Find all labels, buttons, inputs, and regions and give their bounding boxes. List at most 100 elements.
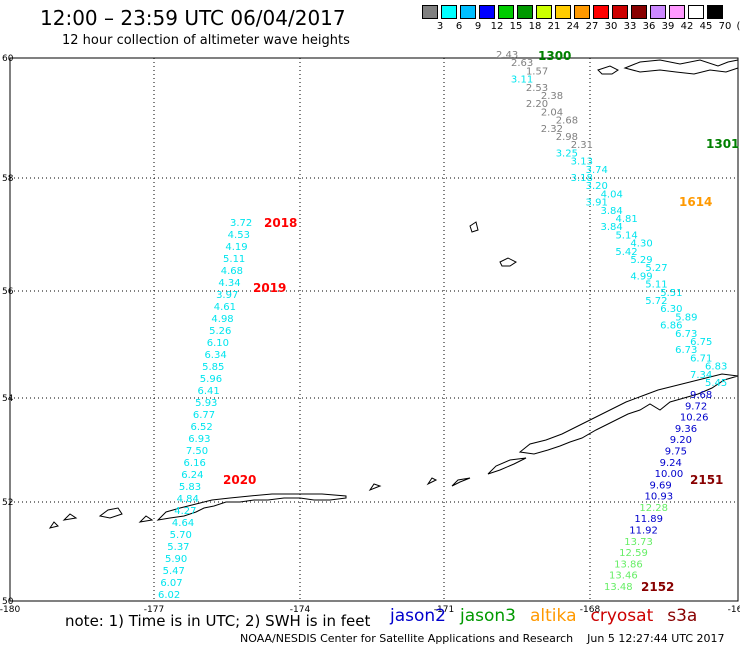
wave-height-value: 5.45 (705, 378, 727, 389)
wave-height-value: 6.02 (158, 590, 180, 601)
wave-height-value: 6.93 (188, 434, 210, 445)
orbit-number: 2151 (690, 473, 723, 487)
legend-swatch (669, 5, 685, 19)
wave-height-value: 5.72 (645, 296, 667, 307)
legend-swatch (479, 5, 495, 19)
wave-height-value: 5.29 (630, 255, 652, 266)
wave-height-readings: 3.724.534.195.114.684.343.974.614.985.26… (158, 50, 727, 601)
legend-swatch (536, 5, 552, 19)
legend-label: 39 (661, 21, 675, 32)
wave-height-value: 7.50 (186, 446, 208, 457)
wave-height-value: 6.73 (675, 345, 697, 356)
wave-height-value: 5.89 (675, 312, 697, 323)
wave-height-value: 9.68 (690, 390, 712, 401)
wave-height-value: 12.59 (619, 548, 648, 559)
legend-label: 70 (718, 21, 732, 32)
wave-height-value: 5.93 (195, 398, 217, 409)
wave-height-value: 9.69 (650, 480, 672, 491)
wave-height-value: 4.61 (214, 302, 236, 313)
wave-height-value: 11.92 (629, 526, 658, 537)
legend-label: 12 (490, 21, 504, 32)
map-grid (9, 57, 739, 602)
wave-height-value: 5.47 (163, 566, 185, 577)
legend-label: 3 (436, 21, 444, 32)
legend-label: 21 (547, 21, 561, 32)
wave-height-value: 4.84 (177, 494, 199, 505)
longitude-label: -16 (728, 605, 740, 615)
wave-height-value: 6.41 (197, 386, 219, 397)
wave-height-value: 4.27 (174, 506, 196, 517)
legend-label: 30 (604, 21, 618, 32)
wave-height-value: 6.30 (660, 304, 682, 315)
legend-label: 42 (680, 21, 694, 32)
legend-label: 24 (566, 21, 580, 32)
wave-height-value: 6.07 (160, 578, 182, 589)
wave-height-value: 6.75 (690, 337, 712, 348)
orbit-labels: 1300 1301 1614 2019 2020 2151 2152 2018 (223, 49, 739, 594)
wave-height-value: 6.10 (207, 338, 229, 349)
legend-swatch (422, 5, 438, 19)
legend-label: 6 (455, 21, 463, 32)
legend-swatch (555, 5, 571, 19)
wave-height-value: 5.83 (179, 482, 201, 493)
wave-height-value: 2.98 (556, 132, 578, 143)
wave-height-value: 6.83 (705, 362, 727, 373)
wave-height-value: 3.25 (556, 148, 578, 159)
longitude-label: -174 (290, 605, 311, 615)
legend-swatch (688, 5, 704, 19)
wave-height-value: 13.46 (609, 571, 638, 582)
latitude-label: 60 (2, 54, 14, 64)
satellite-name: altika (530, 606, 577, 626)
legend-swatch (612, 5, 628, 19)
wave-height-value: 5.26 (209, 326, 231, 337)
wave-height-value: 9.72 (685, 401, 707, 412)
latitude-label: 58 (2, 174, 14, 184)
latitude-label: 54 (2, 394, 14, 404)
wave-height-value: 9.20 (670, 435, 692, 446)
wave-height-value: 10.26 (680, 413, 709, 424)
map-frame (9, 57, 739, 602)
wave-height-value: 5.51 (660, 288, 682, 299)
latitude-label: 50 (2, 597, 14, 607)
footer: NOAA/NESDIS Center for Satellite Applica… (240, 632, 725, 645)
longitude-label: -171 (434, 605, 454, 615)
wave-height-value: 4.19 (225, 242, 247, 253)
wave-height-value: 10.93 (644, 492, 673, 503)
satellite-name: s3a (667, 606, 698, 626)
wave-height-value: 6.86 (660, 321, 682, 332)
legend-label: 18 (528, 21, 542, 32)
footer-org: NOAA/NESDIS Center for Satellite Applica… (240, 632, 574, 645)
wave-height-value: 6.24 (181, 470, 203, 481)
orbit-number: 1614 (679, 195, 712, 209)
wave-height-value: 3.84 (601, 206, 623, 217)
legend-label: 33 (623, 21, 637, 32)
page-subtitle: 12 hour collection of altimeter wave hei… (62, 33, 350, 48)
wave-height-value: 4.64 (172, 518, 194, 529)
wave-height-value: 3.84 (600, 222, 622, 233)
coastline-islands-fox (368, 477, 471, 492)
wave-height-value: 2.32 (541, 124, 563, 135)
legend-label: 15 (509, 21, 523, 32)
wave-height-value: 5.37 (167, 542, 189, 553)
coastline-alaska-north (623, 59, 739, 75)
wave-height-value: 3.97 (216, 290, 238, 301)
wave-height-value: 10.00 (655, 469, 684, 480)
orbit-number: 1301 (706, 137, 739, 151)
wave-height-value: 6.34 (204, 350, 226, 361)
legend-swatch (707, 5, 723, 19)
wave-height-value: 5.70 (170, 530, 192, 541)
wave-height-value: 5.96 (200, 374, 222, 385)
wave-height-value: 4.30 (630, 239, 652, 250)
wave-height-value: 3.11 (511, 75, 533, 86)
legend-swatch (593, 5, 609, 19)
wave-height-value: 2.63 (511, 58, 533, 69)
wave-height-value: 2.53 (526, 83, 548, 94)
wave-height-value: 13.73 (624, 537, 653, 548)
coastline-umnak (487, 457, 527, 475)
wave-height-value: 12.28 (639, 503, 668, 514)
legend-label: 36 (642, 21, 656, 32)
wave-height-value: 1.57 (526, 66, 548, 77)
wave-height-value: 6.16 (184, 458, 206, 469)
wave-height-value: 2.68 (556, 116, 578, 127)
